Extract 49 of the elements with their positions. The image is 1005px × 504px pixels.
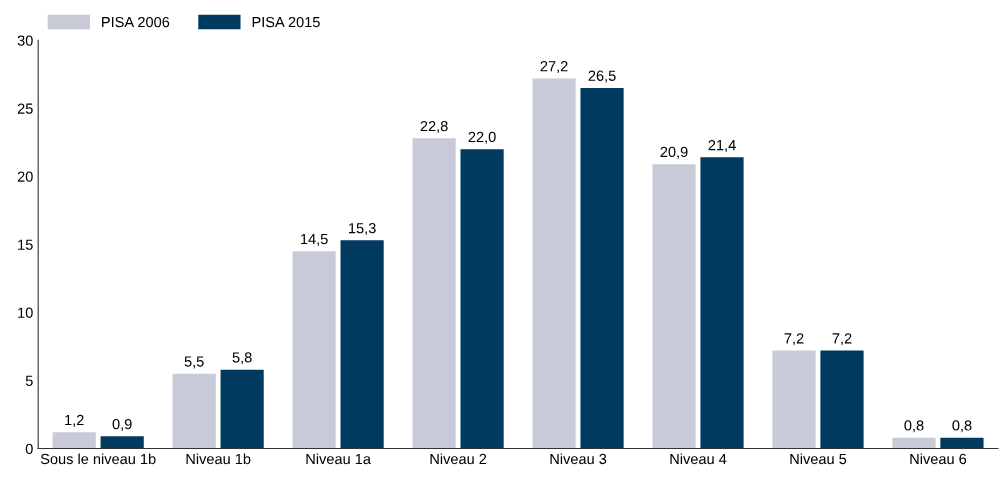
data-label: 22,0: [468, 131, 496, 144]
bar: [100, 436, 144, 449]
data-label: 7,2: [784, 333, 804, 346]
legend-label: PISA 2006: [102, 16, 170, 28]
bar: [580, 87, 624, 449]
y-tick-label: 25: [17, 103, 33, 114]
y-tick-label: 15: [18, 239, 33, 250]
x-tick-label: Niveau 1a: [306, 453, 371, 465]
x-tick-label: Niveau 2: [430, 453, 487, 465]
bar: [52, 432, 96, 449]
x-tick-label: Niveau 5: [790, 453, 847, 465]
bar: [532, 78, 576, 449]
x-tick-label: Niveau 1b: [186, 453, 251, 465]
bar: [820, 350, 864, 449]
data-label: 15,3: [349, 222, 376, 236]
y-tick-label: 30: [17, 35, 33, 46]
legend-label: PISA 2015: [252, 16, 320, 28]
data-label: 0,8: [904, 420, 924, 433]
data-label: 14,5: [301, 234, 328, 246]
data-label: 22,8: [420, 120, 448, 133]
bar: [700, 157, 744, 449]
bar: [652, 164, 696, 449]
bar: [412, 138, 456, 449]
data-label: 7,2: [832, 333, 852, 346]
y-tick-label: 10: [18, 307, 33, 318]
x-tick-label: Niveau 4: [670, 453, 727, 465]
bar: [220, 369, 264, 449]
bar: [460, 149, 504, 449]
data-label: 26,5: [588, 70, 616, 83]
x-tick-label: Sous le niveau 1b: [40, 453, 156, 465]
y-tick-label: 0: [25, 443, 33, 454]
bar: [172, 373, 216, 449]
bar: [292, 251, 336, 449]
bar: [940, 437, 984, 449]
data-label: 5,5: [184, 356, 204, 369]
data-label: 0,9: [112, 418, 132, 431]
data-label: 27,2: [540, 61, 568, 74]
bar: [772, 350, 816, 449]
data-label: 21,4: [708, 139, 736, 153]
bar: [340, 240, 384, 449]
data-label: 0,8: [952, 420, 972, 433]
y-tick-label: 5: [25, 375, 33, 386]
data-label: 5,8: [232, 352, 252, 365]
x-tick-label: Niveau 3: [550, 453, 607, 465]
data-label: 20,9: [660, 146, 688, 159]
data-label: 1,2: [65, 414, 84, 427]
x-tick-label: Niveau 6: [910, 453, 967, 465]
bar: [892, 437, 936, 449]
y-tick-label: 20: [17, 171, 33, 182]
